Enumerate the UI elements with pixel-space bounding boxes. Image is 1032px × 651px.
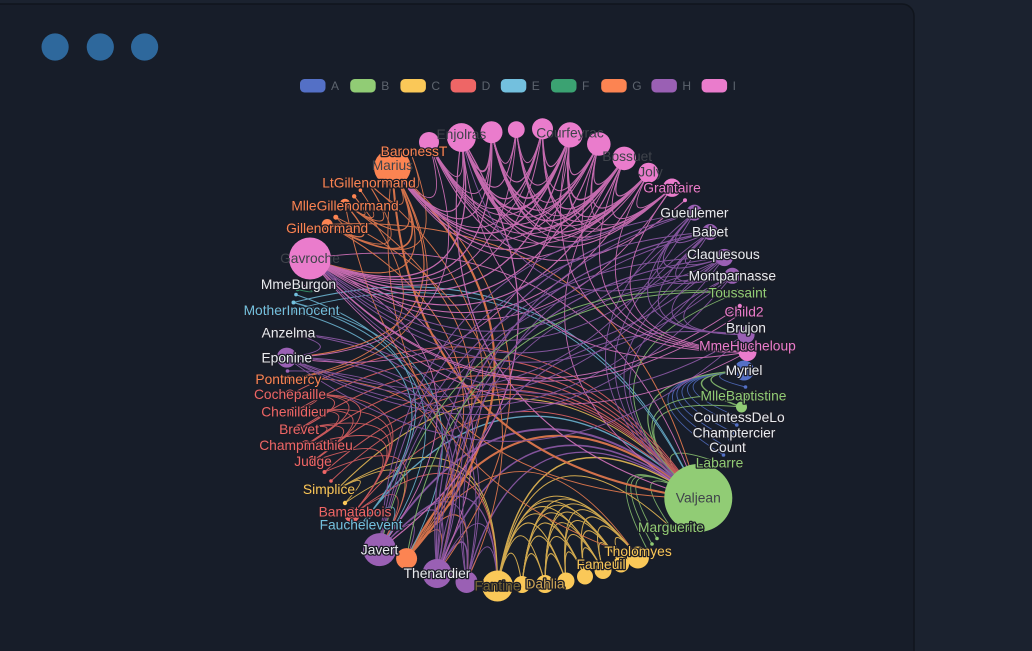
svg-text:A: A xyxy=(331,79,339,93)
svg-text:B: B xyxy=(381,79,389,93)
svg-text:Courfeyrac: Courfeyrac xyxy=(536,126,604,141)
svg-text:Claquesous: Claquesous xyxy=(687,247,760,262)
svg-text:MlleBaptistine: MlleBaptistine xyxy=(701,389,787,404)
svg-text:Eponine: Eponine xyxy=(261,350,312,365)
svg-text:Cochepaille: Cochepaille xyxy=(254,387,326,402)
svg-text:G: G xyxy=(632,79,641,93)
svg-text:MlleGillenormand: MlleGillenormand xyxy=(291,198,398,213)
svg-text:Simplice: Simplice xyxy=(303,482,355,497)
svg-text:Tholomyes: Tholomyes xyxy=(604,544,672,559)
svg-text:H: H xyxy=(682,79,691,93)
svg-text:Grantaire: Grantaire xyxy=(643,180,701,195)
svg-text:Labarre: Labarre xyxy=(696,456,744,471)
svg-text:Anzelma: Anzelma xyxy=(262,326,316,341)
svg-text:MmeBurgon: MmeBurgon xyxy=(261,277,336,292)
svg-text:LtGillenormand: LtGillenormand xyxy=(322,176,416,191)
svg-text:Gavroche: Gavroche xyxy=(280,251,340,266)
svg-text:Fameuil: Fameuil xyxy=(576,557,625,572)
svg-text:Child2: Child2 xyxy=(724,304,763,319)
svg-text:Pontmercy: Pontmercy xyxy=(255,372,321,387)
svg-text:Joly: Joly xyxy=(638,165,663,180)
svg-text:BaronessT: BaronessT xyxy=(381,144,448,159)
svg-text:Marius: Marius xyxy=(372,158,413,173)
svg-text:Toussaint: Toussaint xyxy=(708,286,766,301)
svg-text:C: C xyxy=(431,79,440,93)
svg-text:Gueulemer: Gueulemer xyxy=(660,205,729,220)
svg-text:Valjean: Valjean xyxy=(676,491,721,506)
svg-text:E: E xyxy=(532,79,540,93)
svg-text:Fantine: Fantine xyxy=(474,579,520,594)
svg-text:Brujon: Brujon xyxy=(726,320,766,335)
svg-text:Montparnasse: Montparnasse xyxy=(689,269,777,284)
svg-text:Champtercier: Champtercier xyxy=(693,425,776,440)
svg-text:Myriel: Myriel xyxy=(726,363,763,378)
svg-text:Enjolras: Enjolras xyxy=(436,127,486,142)
svg-text:Fauchelevent: Fauchelevent xyxy=(320,518,403,533)
svg-text:Judge: Judge xyxy=(294,454,332,469)
svg-text:Brevet: Brevet xyxy=(279,422,319,437)
svg-text:Gillenormand: Gillenormand xyxy=(286,221,368,236)
svg-text:MotherInnocent: MotherInnocent xyxy=(244,303,340,318)
svg-text:MmeHucheloup: MmeHucheloup xyxy=(699,339,796,354)
svg-text:Chenildieu: Chenildieu xyxy=(261,405,326,420)
svg-text:Champmathieu: Champmathieu xyxy=(259,438,353,453)
svg-text:F: F xyxy=(582,79,589,93)
svg-text:Dahlia: Dahlia xyxy=(525,577,564,592)
svg-text:Bamatabois: Bamatabois xyxy=(319,505,392,520)
svg-text:I: I xyxy=(733,79,736,93)
svg-text:CountessDeLo: CountessDeLo xyxy=(693,410,785,425)
svg-text:Count: Count xyxy=(709,440,746,455)
svg-text:Thenardier: Thenardier xyxy=(404,566,471,581)
svg-text:Bossuet: Bossuet xyxy=(602,149,652,164)
svg-text:D: D xyxy=(482,79,491,93)
svg-text:Babet: Babet xyxy=(692,225,728,240)
svg-text:Marguerite: Marguerite xyxy=(638,520,704,535)
svg-text:Javert: Javert xyxy=(361,542,399,557)
